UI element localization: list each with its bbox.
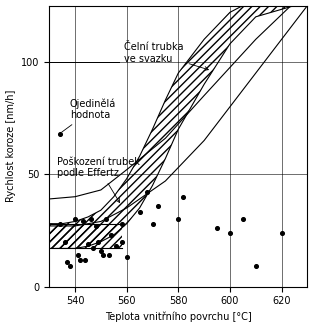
Point: [88, 216, 93, 222]
Point: [96, 239, 101, 244]
Point: [119, 221, 124, 226]
Point: [57, 131, 62, 136]
X-axis label: Teplota vnitřního povrchu [°C]: Teplota vnitřního povrchu [°C]: [105, 312, 252, 322]
Point: [214, 226, 219, 231]
Point: [181, 194, 186, 199]
Point: [78, 257, 83, 262]
Point: [75, 253, 80, 258]
Point: [124, 255, 129, 260]
Point: [137, 210, 142, 215]
Point: [155, 203, 160, 208]
Point: [145, 190, 150, 195]
Point: [240, 216, 245, 222]
Point: [80, 219, 85, 224]
Point: [106, 253, 111, 258]
Point: [57, 221, 62, 226]
Point: [65, 259, 70, 265]
Text: Poškození trubek
podle Effertz: Poškození trubek podle Effertz: [57, 157, 140, 202]
Point: [101, 253, 106, 258]
Point: [73, 216, 78, 222]
Y-axis label: Rychlost koroze [nm/h]: Rychlost koroze [nm/h]: [6, 90, 16, 202]
Point: [67, 264, 72, 269]
Point: [62, 239, 67, 244]
Point: [228, 230, 233, 235]
Point: [83, 257, 88, 262]
Point: [98, 248, 103, 253]
Point: [90, 246, 95, 251]
Point: [93, 223, 98, 229]
Point: [150, 221, 155, 226]
Point: [119, 239, 124, 244]
Point: [104, 216, 109, 222]
Point: [253, 264, 258, 269]
Text: Čelní trubka
ve svazku: Čelní trubka ve svazku: [124, 42, 208, 71]
Point: [176, 216, 181, 222]
Point: [279, 230, 284, 235]
Text: Ojedinělá
hodnota: Ojedinělá hodnota: [62, 98, 116, 132]
Point: [114, 244, 119, 249]
Point: [85, 241, 90, 247]
Point: [109, 232, 114, 237]
